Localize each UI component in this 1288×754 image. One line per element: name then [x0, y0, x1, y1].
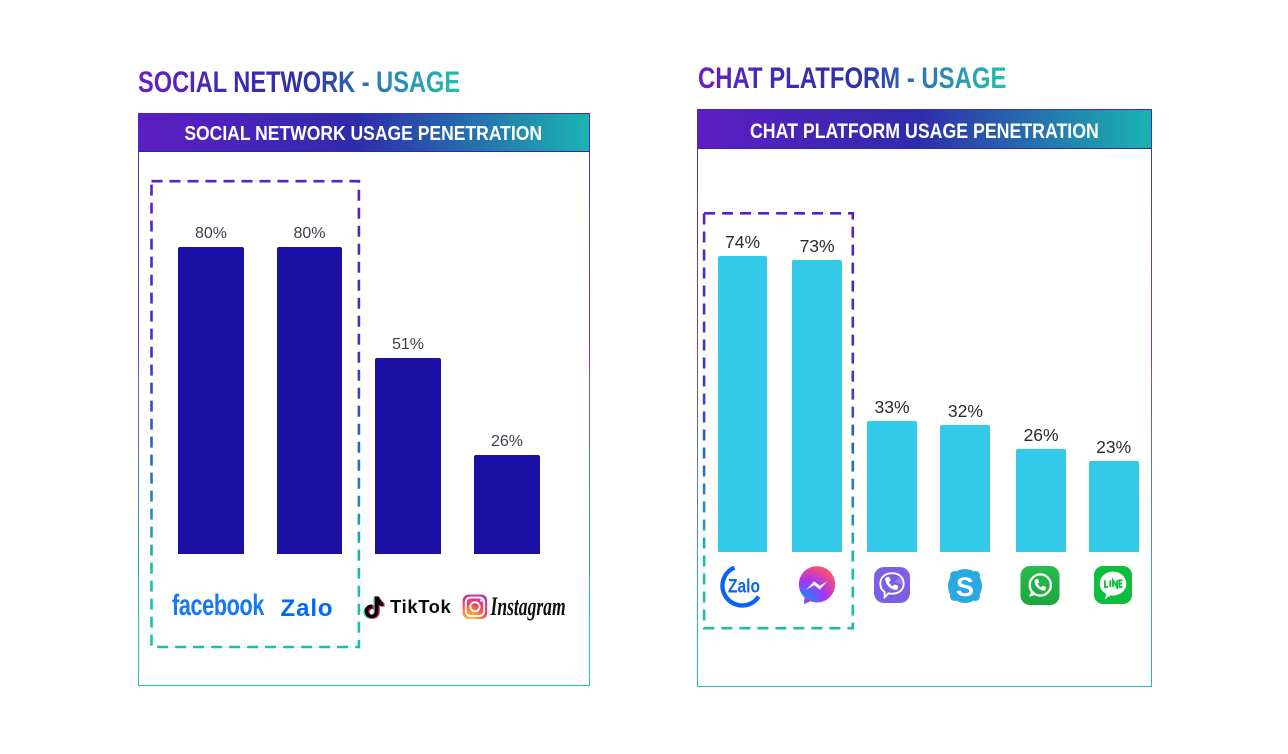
- svg-text:S: S: [956, 571, 974, 601]
- svg-text:Zalo: Zalo: [728, 576, 760, 597]
